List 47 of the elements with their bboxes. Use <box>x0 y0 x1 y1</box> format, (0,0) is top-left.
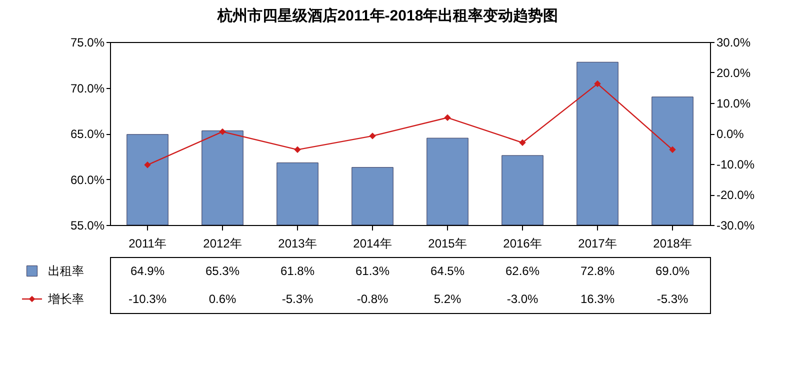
x-tick-label: 2011年 <box>128 236 166 250</box>
y-tick-label: 55.0% <box>70 218 105 232</box>
point <box>144 162 151 168</box>
point <box>444 114 451 121</box>
data-label: 65.3% <box>205 264 240 278</box>
x-tick-label: 2018年 <box>653 236 692 250</box>
point <box>519 139 526 146</box>
x-tick-label: 2015年 <box>428 236 467 250</box>
data-label: -3.0% <box>506 292 538 306</box>
x-tick-label: 2014年 <box>353 236 392 250</box>
y2-tick-label: 30.0% <box>716 36 751 50</box>
data-label: 62.6% <box>505 264 540 278</box>
y-tick-label: 60.0% <box>70 172 105 187</box>
point <box>594 80 601 88</box>
x-tick-label: 2017年 <box>578 236 617 250</box>
point <box>369 132 376 140</box>
chart-title: 杭州市四星级酒店2011年-2018年出租率变动趋势图 <box>216 6 558 24</box>
data-label: 5.2% <box>434 292 462 306</box>
y-tick-label: 65.0% <box>70 127 105 141</box>
data-label: 0.6% <box>208 292 236 306</box>
x-tick-label: 2012年 <box>203 236 242 250</box>
y2-tick-label: 10.0% <box>716 96 751 110</box>
data-label: -0.8% <box>356 292 388 306</box>
data-label: 64.9% <box>130 264 165 278</box>
point <box>219 128 226 136</box>
point <box>669 146 676 154</box>
data-label: -5.3% <box>656 292 688 306</box>
y2-tick-label: 20.0% <box>716 66 751 80</box>
y2-tick-label: 0.0% <box>716 127 744 141</box>
data-label: 61.3% <box>355 264 390 278</box>
data-label: 61.8% <box>280 264 315 278</box>
point <box>294 146 301 154</box>
x-tick-label: 2013年 <box>278 236 317 250</box>
data-label: 64.5% <box>430 264 465 278</box>
y2-tick-label: -10.0% <box>716 158 755 172</box>
data-label: -10.3% <box>128 292 167 306</box>
data-label: 16.3% <box>580 292 615 306</box>
y-tick-label: 75.0% <box>70 36 105 50</box>
data-label: 69.0% <box>655 264 690 278</box>
data-label: 72.8% <box>580 264 615 278</box>
data-label: -5.3% <box>282 292 314 306</box>
x-tick-label: 2016年 <box>503 236 542 250</box>
legend-label: 增长率 <box>47 292 84 306</box>
y-tick-label: 70.0% <box>70 81 105 96</box>
y2-tick-label: -20.0% <box>716 188 755 202</box>
y2-tick-label: -30.0% <box>716 218 755 232</box>
legend-label: 出租率 <box>48 264 84 278</box>
